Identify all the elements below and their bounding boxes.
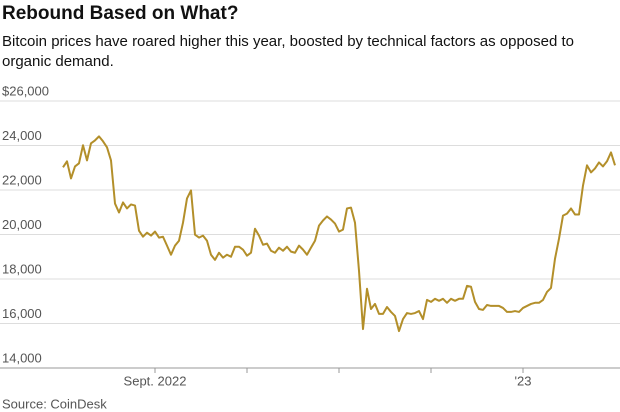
price-line xyxy=(62,135,616,333)
y-tick-label: 16,000 xyxy=(2,306,42,321)
chart-title: Rebound Based on What? xyxy=(2,3,239,24)
x-tick-label: Sept. 2022 xyxy=(124,373,187,388)
x-tick-label: '23 xyxy=(515,373,532,388)
y-tick-label: $26,000 xyxy=(2,83,49,98)
y-tick-label: 14,000 xyxy=(2,350,42,365)
y-tick-label: 24,000 xyxy=(2,128,42,143)
source: Source: CoinDesk xyxy=(2,396,107,411)
chart-subtitle: Bitcoin prices have roared higher this y… xyxy=(2,33,574,70)
y-tick-label: 20,000 xyxy=(2,217,42,232)
y-tick-label: 22,000 xyxy=(2,172,42,187)
y-tick-label: 18,000 xyxy=(2,261,42,276)
